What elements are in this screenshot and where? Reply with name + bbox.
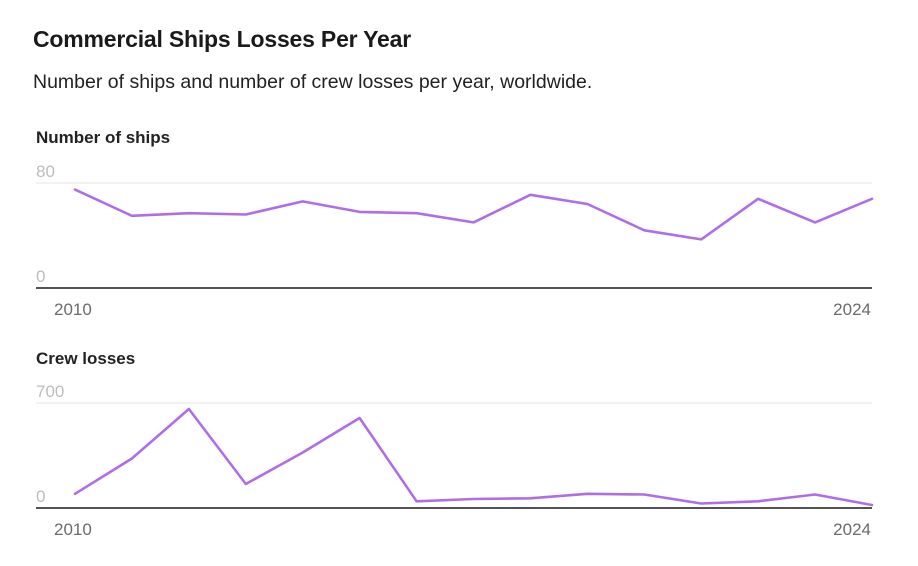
ships-x-tick-end: 2024 xyxy=(833,300,871,319)
ships-panel: Number of ships 80 0 2010 2024 xyxy=(36,128,874,319)
crew-point-2019 xyxy=(585,492,589,496)
crew-point-2024 xyxy=(870,503,874,507)
ships-point-2019 xyxy=(585,202,589,206)
ships-series-line xyxy=(73,188,874,241)
crew-point-2017 xyxy=(472,497,476,501)
crew-panel-title: Crew losses xyxy=(36,349,135,368)
crew-x-tick-end: 2024 xyxy=(833,520,871,539)
ships-y-tick-min: 0 xyxy=(36,267,45,286)
ships-point-2012 xyxy=(187,211,191,215)
ships-point-2013 xyxy=(244,213,248,217)
crew-point-2023 xyxy=(813,493,817,497)
crew-panel: Crew losses 700 0 2010 2024 xyxy=(36,349,874,539)
ships-point-2023 xyxy=(813,220,817,224)
ships-point-2016 xyxy=(415,211,419,215)
chart-subtitle: Number of ships and number of crew losse… xyxy=(33,71,593,93)
crew-point-2020 xyxy=(642,493,646,497)
crew-point-2021 xyxy=(699,502,703,506)
ships-point-2014 xyxy=(301,199,305,203)
ships-point-2024 xyxy=(870,197,874,201)
ships-point-2015 xyxy=(358,210,362,214)
crew-point-2014 xyxy=(301,451,305,455)
chart-title: Commercial Ships Losses Per Year xyxy=(33,26,411,52)
crew-point-2016 xyxy=(415,499,419,503)
crew-x-tick-start: 2010 xyxy=(54,520,92,539)
crew-point-2010 xyxy=(73,492,77,496)
crew-point-2015 xyxy=(358,416,362,420)
crew-y-tick-min: 0 xyxy=(36,487,45,506)
crew-series-line xyxy=(73,407,874,507)
crew-point-2022 xyxy=(756,499,760,503)
ships-x-tick-start: 2010 xyxy=(54,300,92,319)
ships-point-2011 xyxy=(130,214,134,218)
crew-point-2012 xyxy=(187,407,191,411)
crew-point-2011 xyxy=(130,457,134,461)
ships-panel-title: Number of ships xyxy=(36,128,170,147)
ships-point-2020 xyxy=(642,228,646,232)
crew-point-2013 xyxy=(244,482,248,486)
ships-point-2017 xyxy=(472,220,476,224)
ships-point-2010 xyxy=(73,188,77,192)
ships-point-2018 xyxy=(528,193,532,197)
ships-point-2022 xyxy=(756,197,760,201)
crew-point-2018 xyxy=(528,496,532,500)
crew-y-tick-max: 700 xyxy=(36,382,64,401)
ships-point-2021 xyxy=(699,237,703,241)
ships-y-tick-max: 80 xyxy=(36,162,55,181)
